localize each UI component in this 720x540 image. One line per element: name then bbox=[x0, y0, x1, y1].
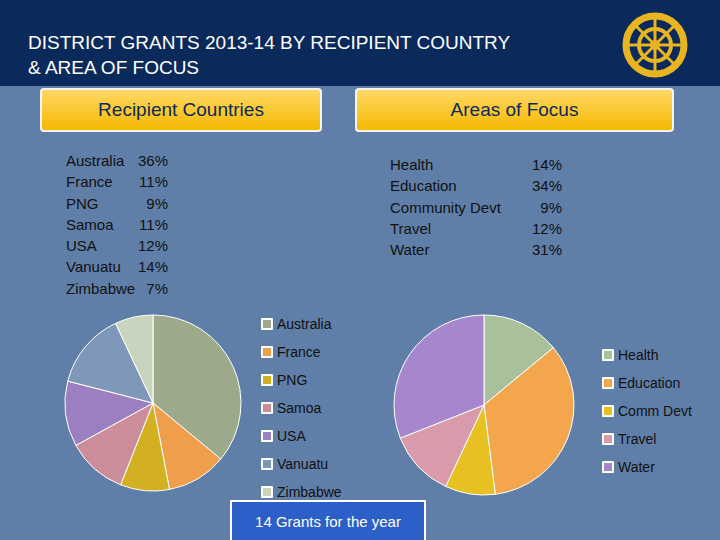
svg-text:PNG: PNG bbox=[277, 372, 307, 388]
html-text:9%: 9% bbox=[540, 198, 562, 216]
html-text:Vanuatu: Vanuatu bbox=[66, 258, 121, 276]
html-text:Areas of Focus: Areas of Focus bbox=[450, 99, 579, 120]
html-text:12%: 12% bbox=[138, 237, 168, 255]
html-text:Travel: Travel bbox=[390, 219, 432, 237]
svg-text:Australia: Australia bbox=[277, 316, 332, 332]
svg-text:Comm Devt: Comm Devt bbox=[618, 403, 692, 419]
html-text:Water: Water bbox=[390, 241, 430, 259]
html-text:11%: 11% bbox=[139, 215, 168, 233]
svg-text:Travel: Travel bbox=[618, 431, 656, 447]
svg-text:Samoa: Samoa bbox=[277, 400, 322, 416]
html-text:14%: 14% bbox=[532, 156, 562, 173]
html-text:Health: Health bbox=[390, 156, 434, 173]
svg-text:France: France bbox=[277, 344, 321, 360]
svg-text:Zimbabwe: Zimbabwe bbox=[277, 484, 342, 500]
html-text:34%: 34% bbox=[532, 177, 562, 195]
html-text:31%: 31% bbox=[532, 241, 562, 259]
html-text:PNG: PNG bbox=[66, 194, 99, 212]
svg-text:Water: Water bbox=[618, 459, 655, 475]
svg-text:USA: USA bbox=[277, 428, 306, 444]
html-text:Community Devt: Community Devt bbox=[390, 198, 501, 216]
html-text:Samoa: Samoa bbox=[66, 215, 114, 233]
svg-text:Education: Education bbox=[618, 375, 680, 391]
svg-text:Vanuatu: Vanuatu bbox=[277, 456, 328, 472]
html-text:11%: 11% bbox=[139, 173, 168, 191]
html-text:& AREA OF FOCUS: & AREA OF FOCUS bbox=[28, 57, 199, 78]
html-text:12%: 12% bbox=[532, 219, 562, 237]
svg-text:Health: Health bbox=[618, 347, 658, 363]
html-text:36%: 36% bbox=[138, 152, 168, 169]
html-text:7%: 7% bbox=[146, 279, 168, 297]
html-text:France: France bbox=[66, 173, 113, 191]
html-text:14 Grants for the year: 14 Grants for the year bbox=[255, 513, 401, 530]
html-text:Australia: Australia bbox=[66, 152, 125, 169]
html-text:14%: 14% bbox=[138, 258, 168, 276]
html-text:Education: Education bbox=[390, 177, 457, 195]
html-text:Zimbabwe: Zimbabwe bbox=[66, 279, 136, 297]
html-text:9%: 9% bbox=[146, 194, 168, 212]
html-text:DISTRICT GRANTS 2013-14 BY REC: DISTRICT GRANTS 2013-14 BY RECIPIENT COU… bbox=[28, 32, 511, 53]
html-text:USA: USA bbox=[66, 237, 97, 255]
html-text:Recipient Countries: Recipient Countries bbox=[98, 99, 264, 120]
